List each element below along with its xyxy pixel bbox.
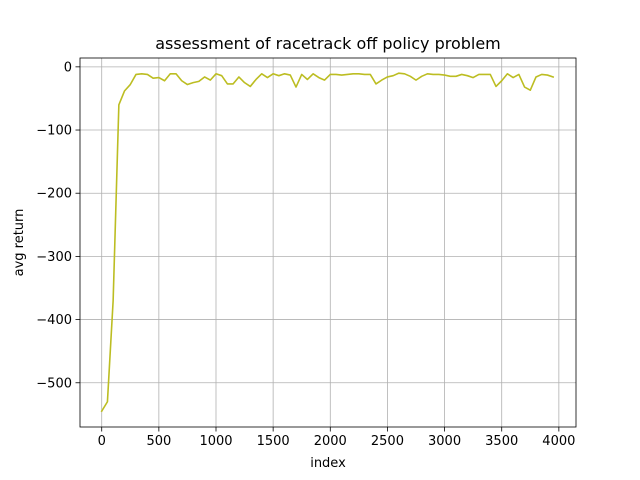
x-tick-label: 1000 (199, 434, 232, 449)
y-axis-ticks: 0 −100 −200 −300 −400 −500 (36, 60, 80, 391)
y-tick-label: 0 (64, 60, 72, 75)
x-tick-label: 500 (146, 434, 171, 449)
x-tick-label: 4000 (542, 434, 575, 449)
x-axis-label: index (310, 456, 346, 471)
series-line (100, 72, 555, 413)
y-tick-label: −300 (36, 250, 72, 265)
x-tick-label: 2500 (371, 434, 404, 449)
y-tick-label: −400 (36, 313, 72, 328)
y-axis-label: avg return (12, 209, 27, 277)
chart-title: assessment of racetrack off policy probl… (155, 34, 501, 53)
x-tick-label: 2000 (314, 434, 347, 449)
x-tick-label: 0 (98, 434, 106, 449)
y-tick-label: −500 (36, 376, 72, 391)
series-group (100, 72, 555, 413)
grid (80, 58, 576, 427)
y-tick-label: −100 (36, 124, 72, 139)
x-tick-label: 3000 (428, 434, 461, 449)
x-tick-label: 3500 (485, 434, 518, 449)
y-tick-label: −200 (36, 187, 72, 202)
x-axis-ticks: 0 500 1000 1500 2000 2500 3000 3500 4000 (98, 427, 575, 449)
x-tick-label: 1500 (257, 434, 290, 449)
plot-frame (79, 57, 577, 428)
